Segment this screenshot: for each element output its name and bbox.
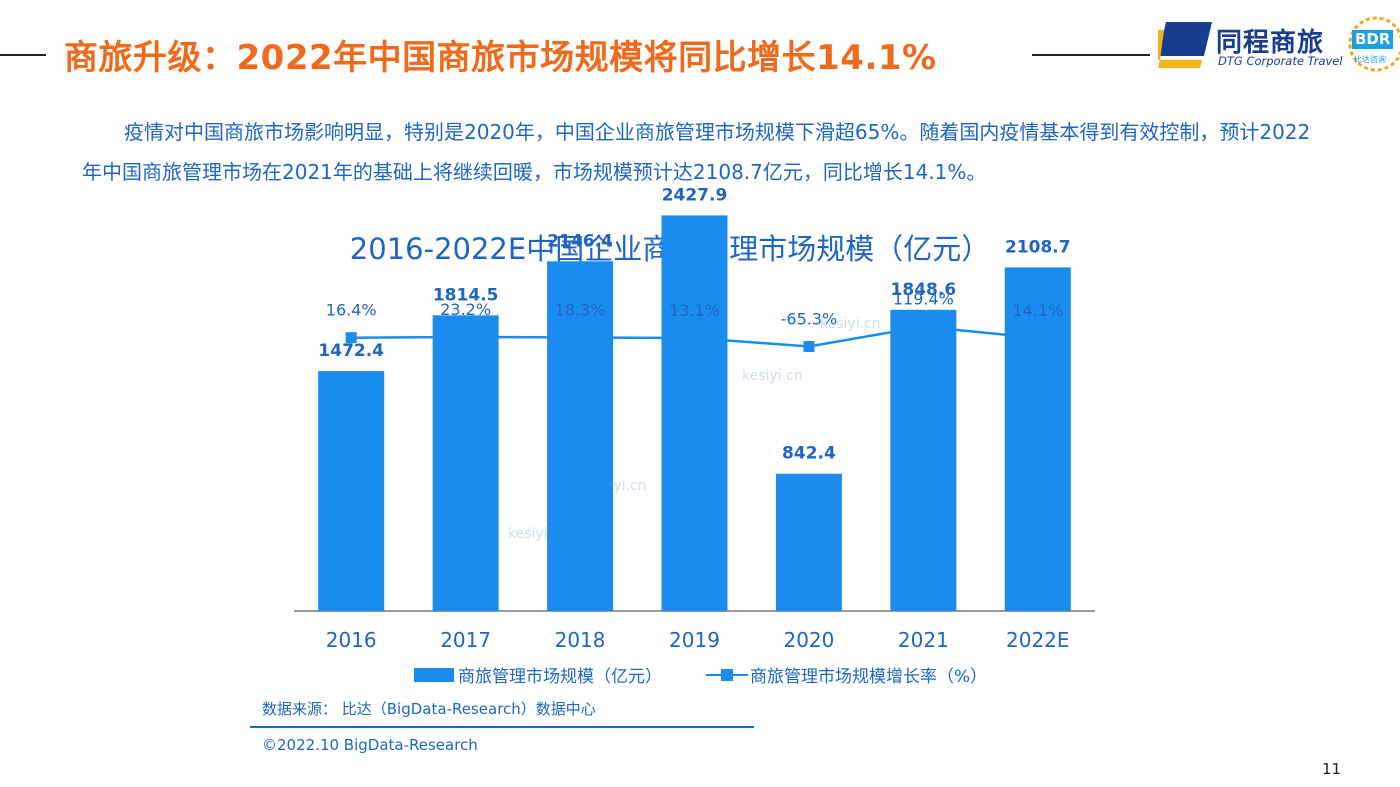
x-tick-label: 2021: [898, 628, 949, 652]
legend-line-marker: [721, 669, 733, 681]
source-rule: [250, 726, 754, 728]
bar-value-label: 1472.4: [318, 341, 384, 361]
watermark: kesiyi.cn: [820, 316, 881, 332]
bar-2020: [775, 473, 842, 611]
page-number: 11: [1322, 760, 1342, 778]
growth-rate-point: [803, 340, 815, 352]
growth-rate-label: -65.3%: [781, 309, 838, 328]
bar-value-label: 842.4: [782, 444, 836, 464]
growth-rate-point: [917, 321, 929, 333]
growth-rate-point: [1032, 332, 1044, 344]
x-tick-label: 2020: [783, 628, 834, 652]
watermark: kesiyi.cn: [742, 368, 803, 384]
x-tick-label: 2017: [440, 628, 491, 652]
growth-rate-label: 14.1%: [1012, 301, 1063, 320]
bdr-badge-text: BDR: [1352, 30, 1394, 49]
legend-bar-swatch: [414, 668, 454, 682]
logo-name-cn: 同程商旅: [1216, 28, 1325, 58]
growth-rate-label: 23.2%: [440, 300, 491, 319]
legend-line-label: 商旅管理市场规模增长率（%）: [750, 667, 988, 687]
title-rule-left: [0, 54, 46, 56]
growth-rate-label: 119.4%: [893, 290, 954, 309]
growth-rate-point: [460, 331, 472, 343]
legend-bar-label: 商旅管理市场规模（亿元）: [458, 667, 662, 687]
x-tick-label: 2016: [326, 628, 377, 652]
bar-2022E: [1004, 267, 1071, 611]
logo-name-en: DTG Corporate Travel: [1218, 54, 1343, 68]
growth-rate-point: [689, 332, 700, 344]
bar-value-label: 1814.5: [433, 285, 499, 305]
growth-rate-label: 16.4%: [326, 301, 377, 320]
x-tick-label: 2022E: [1006, 628, 1070, 652]
bdr-ring-icon: [1348, 16, 1400, 72]
logo-mark-icon: [1158, 22, 1212, 68]
bar-2019: [661, 215, 728, 611]
x-tick-label: 2018: [555, 628, 606, 652]
bar-2016: [318, 371, 385, 611]
growth-rate-point: [574, 331, 586, 343]
growth-rate-point: [345, 332, 357, 344]
bdr-badge: BDR 比达咨询: [1342, 10, 1400, 76]
growth-rate-label: 18.3%: [555, 300, 606, 319]
bdr-badge-sub: 比达咨询: [1354, 55, 1386, 64]
bar-value-label: 2146.4: [547, 231, 613, 251]
bar-value-label: 1848.6: [891, 280, 957, 300]
company-logo: 同程商旅 DTG Corporate Travel BDR 比达咨询: [1158, 16, 1400, 76]
bar-2017: [432, 315, 499, 611]
intro-paragraph-text: 疫情对中国商旅市场影响明显，特别是2020年，中国企业商旅管理市场规模下滑超65…: [82, 120, 1311, 184]
bar-value-label: 2427.9: [662, 185, 728, 205]
growth-rate-label: 13.1%: [669, 301, 720, 320]
bar-value-label: 2108.7: [1005, 237, 1071, 257]
title-rule-right: [1032, 54, 1150, 56]
x-tick-label: 2019: [669, 628, 720, 652]
data-source: 数据来源： 比达（BigData-Research）数据中心: [262, 700, 596, 718]
page-title: 商旅升级：2022年中国商旅市场规模将同比增长14.1%: [64, 38, 937, 78]
bar-2021: [890, 309, 957, 611]
copyright: ©2022.10 BigData-Research: [262, 736, 478, 754]
intro-paragraph: 疫情对中国商旅市场影响明显，特别是2020年，中国企业商旅管理市场规模下滑超65…: [82, 112, 1322, 192]
bar-2018: [547, 261, 614, 611]
